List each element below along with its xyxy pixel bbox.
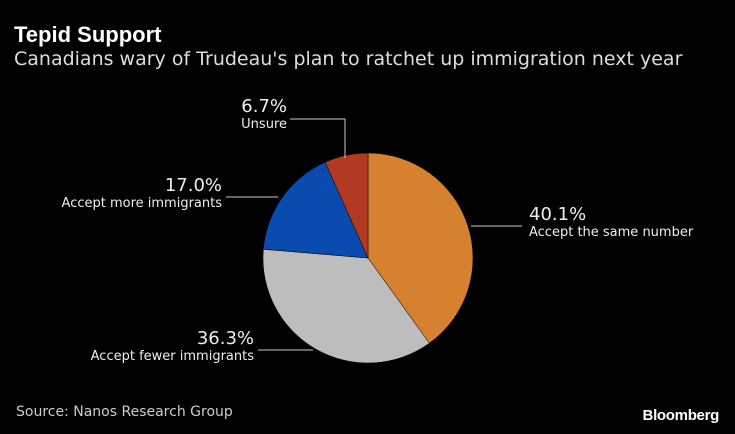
- pie-slice-unsure: [324, 152, 369, 259]
- category-label: Accept more immigrants: [61, 196, 222, 211]
- label-same: 40.1% Accept the same number: [529, 204, 693, 240]
- pie-slice-accept-fewer-immigrants: [262, 249, 430, 364]
- category-label: Unsure: [241, 117, 287, 132]
- label-more: 17.0% Accept more immigrants: [62, 175, 222, 211]
- pie-slice-accept-more-immigrants: [263, 161, 369, 259]
- category-label: Accept the same number: [529, 225, 694, 240]
- bloomberg-logo: Bloomberg: [642, 407, 720, 424]
- label-fewer: 36.3% Accept fewer immigrants: [91, 328, 254, 364]
- label-unsure: 6.7% Unsure: [241, 96, 287, 132]
- category-label: Accept fewer immigrants: [90, 349, 254, 364]
- chart-title: Tepid Support: [14, 22, 162, 47]
- value-label: 17.0%: [164, 175, 222, 196]
- leader-line-unsure: [290, 118, 346, 158]
- value-label: 6.7%: [241, 96, 287, 117]
- source-note: Source: Nanos Research Group: [16, 404, 233, 420]
- pie-slice-accept-the-same-number: [367, 152, 474, 344]
- value-label: 40.1%: [529, 204, 587, 225]
- chart-subtitle: Canadians wary of Trudeau's plan to ratc…: [14, 48, 683, 70]
- value-label: 36.3%: [196, 328, 254, 349]
